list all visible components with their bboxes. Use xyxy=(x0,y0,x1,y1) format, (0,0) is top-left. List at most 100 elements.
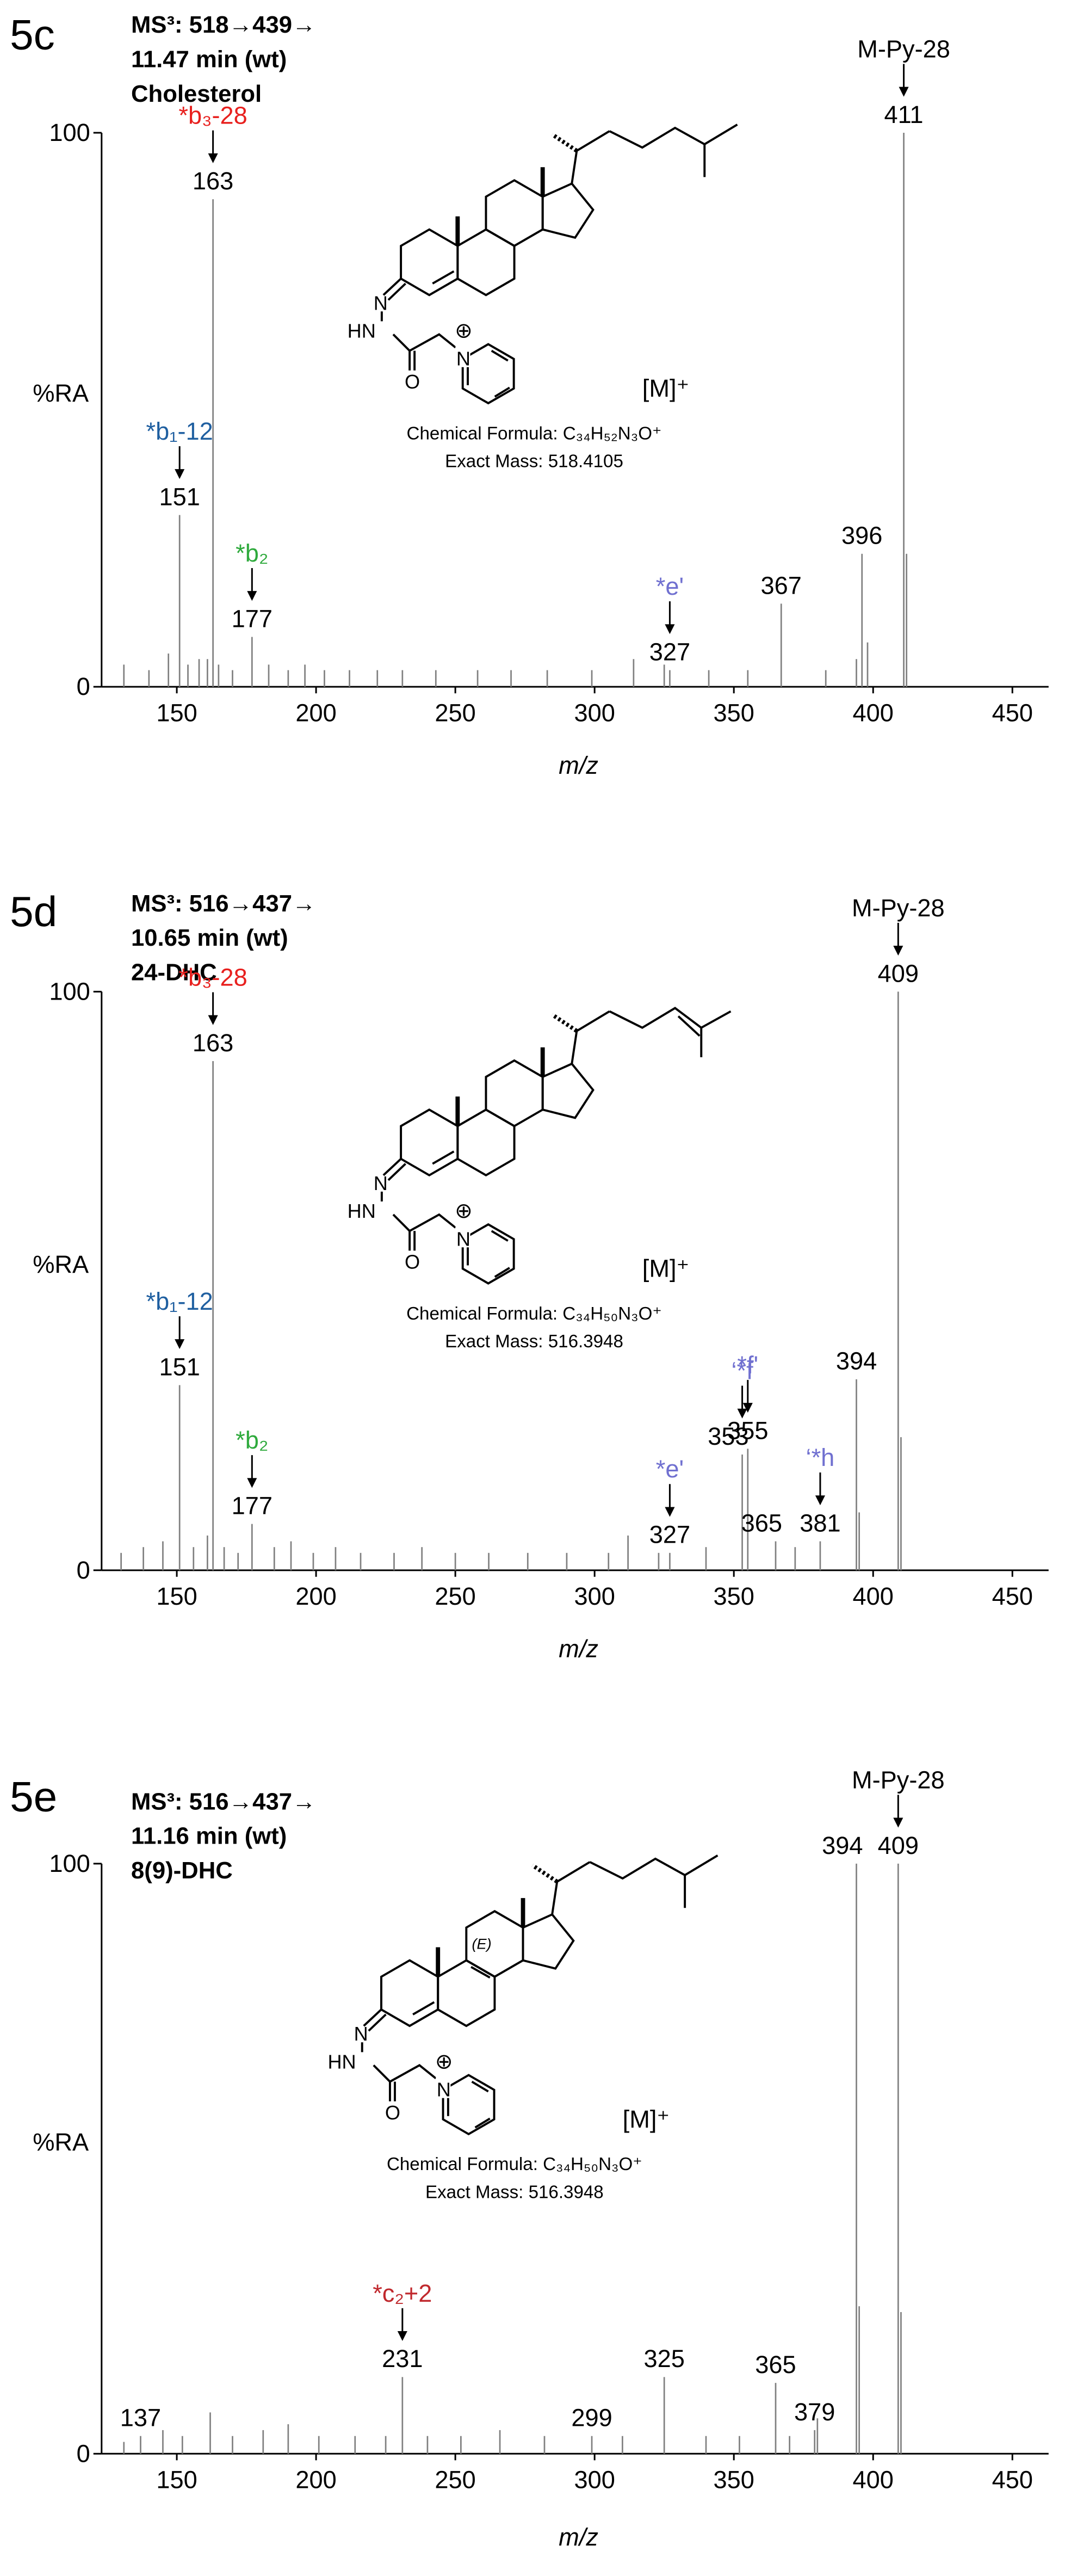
arrow-head xyxy=(175,1339,185,1349)
peak-label: 381 xyxy=(800,1509,840,1537)
arrow-head xyxy=(737,1408,747,1419)
arrow-head xyxy=(665,1507,675,1517)
side-chain xyxy=(609,124,738,149)
exact-mass: Exact Mass: 516.3948 xyxy=(425,2182,604,2202)
peak-annotation: *b₂ xyxy=(236,1426,268,1454)
peak-label: 151 xyxy=(159,483,200,510)
arrow-head xyxy=(893,946,903,956)
x-tick-label: 150 xyxy=(156,2466,197,2494)
x-tick-label: 200 xyxy=(295,2466,336,2494)
y-tick-label: 100 xyxy=(49,119,90,146)
x-tick-label: 300 xyxy=(574,2466,615,2494)
peak-annotation: *e' xyxy=(656,1455,684,1483)
panel: 5e MS³: 516→437→ 11.16 min (wt) 8(9)-DHC %RA… xyxy=(10,1766,1049,2551)
atom: O xyxy=(405,1250,420,1273)
arrow-head xyxy=(247,1478,257,1488)
peak-annotation: M-Py-28 xyxy=(852,1766,945,1794)
atom-bg xyxy=(455,346,470,367)
x-tick-label: 300 xyxy=(574,699,615,726)
arrow-head xyxy=(665,624,675,634)
y-tick-label: 100 xyxy=(49,977,90,1005)
peak-annotation: *b₂ xyxy=(236,539,268,567)
atom: O xyxy=(405,371,420,393)
x-tick-label: 450 xyxy=(992,1582,1033,1610)
x-axis-label: m/z xyxy=(559,2523,598,2551)
charge: ⊕ xyxy=(455,319,473,343)
arrow-head xyxy=(208,1015,218,1025)
exact-mass: Exact Mass: 518.4105 xyxy=(445,451,623,471)
double-bond xyxy=(470,1965,491,1979)
y-tick-label: 100 xyxy=(49,1850,90,1877)
ion-label: [M]⁺ xyxy=(623,2105,670,2133)
peak-label: 327 xyxy=(649,638,690,666)
peak-label: 365 xyxy=(755,2351,796,2378)
x-tick-label: 350 xyxy=(714,2466,754,2494)
peak-label: 367 xyxy=(761,571,802,599)
x-tick-label: 400 xyxy=(853,699,894,726)
arrow-head xyxy=(397,2331,407,2341)
title-line: 24-DHC xyxy=(131,959,217,985)
title-line: 8(9)-DHC xyxy=(131,1857,233,1884)
title-line: MS³: 516→437→ xyxy=(131,1788,316,1815)
peak-label: 151 xyxy=(159,1353,200,1381)
peak-label: 379 xyxy=(794,2398,835,2426)
steroid xyxy=(362,1862,590,2134)
x-tick-label: 200 xyxy=(295,1582,336,1610)
peak-annotation: M-Py-28 xyxy=(852,894,945,922)
y-axis-label: %RA xyxy=(33,2128,89,2156)
peak-label: 409 xyxy=(878,1832,919,1859)
x-tick-label: 250 xyxy=(435,2466,475,2494)
formula: Chemical Formula: C₃₄H₅₀N₃O⁺ xyxy=(406,1304,662,1324)
peak-label: 163 xyxy=(193,167,233,195)
x-tick-label: 450 xyxy=(992,699,1033,726)
peak-label: 411 xyxy=(884,101,924,128)
atom: N xyxy=(374,1172,388,1194)
peak-annotation: ‘*h xyxy=(806,1444,835,1471)
atom: N xyxy=(354,2023,368,2045)
double-bond xyxy=(677,1015,701,1037)
title-line: 10.65 min (wt) xyxy=(131,925,288,951)
peak-label: 394 xyxy=(822,1832,863,1859)
peak-annotation: *f' xyxy=(737,1351,758,1379)
formula: Chemical Formula: C₃₄H₅₂N₃O⁺ xyxy=(407,423,662,443)
atom: N xyxy=(456,348,470,370)
steroid xyxy=(382,1012,610,1284)
ion-label: [M]⁺ xyxy=(642,374,690,402)
peak-label: 355 xyxy=(727,1416,768,1444)
structure: N HN O N ⊕ [M]⁺ Chemical Formula: C₃₄H₅₂N₃O⁺ Ex… xyxy=(348,124,738,471)
peak-label: 231 xyxy=(382,2345,423,2372)
peak-annotation: *b₁-12 xyxy=(146,1287,213,1315)
y-tick-label: 0 xyxy=(77,673,90,700)
atom: O xyxy=(385,2102,400,2124)
x-tick-label: 450 xyxy=(992,2466,1033,2494)
arrow-head xyxy=(247,591,257,601)
ion-label: [M]⁺ xyxy=(642,1255,690,1283)
peak-annotation: ‘*f xyxy=(731,1357,753,1384)
peak-annotation: *b₁-12 xyxy=(146,417,213,445)
structure: N HN O N ⊕ [M]⁺ Chemical Formula: C₃₄H₅₀N₃O⁺ Ex… xyxy=(348,1007,732,1352)
side-chain xyxy=(609,1007,732,1029)
peak-label: 299 xyxy=(571,2404,612,2432)
x-tick-label: 300 xyxy=(574,1582,615,1610)
atom: N xyxy=(456,1228,470,1250)
arrow-head xyxy=(893,1817,903,1828)
charge: ⊕ xyxy=(435,2050,453,2073)
x-tick-label: 400 xyxy=(853,1582,894,1610)
title-line: 11.47 min (wt) xyxy=(131,46,287,73)
peak-label: 394 xyxy=(836,1347,877,1375)
panel: 5c MS³: 518→439→ 11.47 min (wt) Cholesterol… xyxy=(10,10,1049,779)
atom-bg xyxy=(436,2076,451,2098)
arrow-head xyxy=(815,1495,825,1506)
x-tick-label: 350 xyxy=(714,699,754,726)
peak-label: 396 xyxy=(841,522,882,550)
x-tick-label: 250 xyxy=(435,699,475,726)
panel: 5d MS³: 516→437→ 10.65 min (wt) 24-DHC %RA m/… xyxy=(10,888,1049,1662)
y-tick-label: 0 xyxy=(77,1556,90,1584)
peak-annotation: M-Py-28 xyxy=(857,35,950,63)
exact-mass: Exact Mass: 516.3948 xyxy=(445,1332,623,1352)
y-axis-label: %RA xyxy=(33,379,89,407)
x-tick-label: 250 xyxy=(435,1582,475,1610)
title-line: Cholesterol xyxy=(131,81,262,107)
